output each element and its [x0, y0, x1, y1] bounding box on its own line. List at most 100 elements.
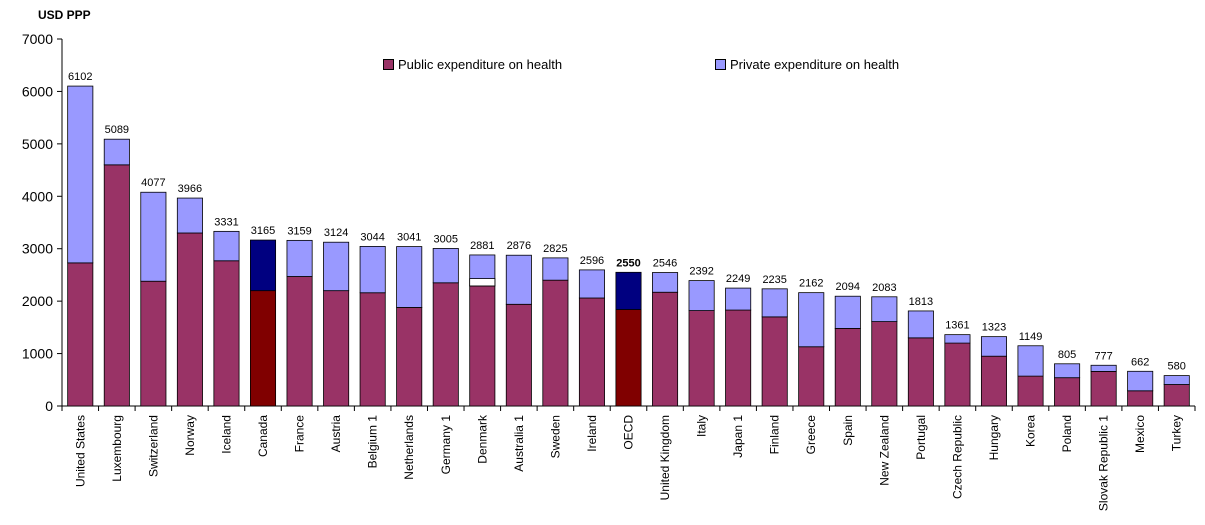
data-label-total: 5089: [105, 124, 129, 136]
bar-private-finland: [761, 288, 788, 318]
data-label-total: 3005: [434, 233, 458, 245]
bar-private-italy: [688, 280, 715, 311]
bar-private-sweden: [542, 257, 569, 281]
bar-private-japan-1: [725, 287, 752, 311]
x-tick-label: United States: [73, 415, 87, 487]
x-tick-label: Netherlands: [402, 415, 416, 480]
bar-private-norway: [176, 197, 203, 234]
bar-private-canada: [250, 239, 277, 292]
bar-other-denmark: [469, 278, 496, 287]
x-tick-label: Australia 1: [512, 415, 526, 472]
bar-private-germany-1: [432, 248, 459, 284]
bar-public-italy: [688, 310, 715, 407]
x-tick-label: Hungary: [987, 415, 1001, 460]
legend-public-swatch: [383, 59, 394, 70]
bar-public-iceland: [213, 260, 240, 407]
y-tick-label: 6000: [22, 83, 53, 99]
data-label-total: 2546: [653, 258, 677, 270]
data-label-total: 2235: [762, 274, 786, 286]
bar-private-turkey: [1163, 375, 1190, 385]
y-tick-label: 1000: [22, 346, 53, 362]
data-label-total: 3966: [178, 183, 202, 195]
bar-private-luxembourg: [103, 138, 130, 166]
x-tick-label: Denmark: [475, 414, 489, 464]
y-tick-label: 7000: [22, 31, 53, 47]
bar-private-hungary: [980, 336, 1007, 357]
data-label-total: 580: [1168, 361, 1186, 373]
bar-private-poland: [1054, 363, 1081, 379]
x-tick-label: Italy: [695, 415, 709, 437]
data-label-total: 1361: [945, 320, 969, 332]
x-tick-label: United Kingdom: [658, 415, 672, 500]
bar-public-ireland: [578, 297, 605, 407]
x-tick-label: Slovak Republic 1: [1097, 415, 1111, 511]
bar-public-germany-1: [432, 282, 459, 407]
bar-public-czech-republic: [944, 342, 971, 407]
bar-public-canada: [250, 290, 277, 407]
bar-private-belgium-1: [359, 246, 386, 294]
data-label-total: 2392: [689, 266, 713, 278]
bar-public-sweden: [542, 279, 569, 407]
x-tick-label: Spain: [841, 415, 855, 446]
x-tick-label: Finland: [768, 415, 782, 454]
bar-public-finland: [761, 316, 788, 407]
data-label-total: 2825: [543, 243, 567, 255]
bar-public-portugal: [907, 337, 934, 407]
bar-private-netherlands: [396, 246, 423, 308]
y-tick-label: 4000: [22, 188, 53, 204]
bar-public-hungary: [980, 355, 1007, 407]
data-label-total: 2881: [470, 240, 494, 252]
x-tick-label: Ireland: [585, 415, 599, 452]
data-label-total: 3165: [251, 225, 275, 237]
data-label-total: 3331: [214, 216, 238, 228]
bar-public-new-zealand: [871, 321, 898, 407]
bar-private-korea: [1017, 345, 1044, 377]
bar-public-belgium-1: [359, 292, 386, 407]
data-label-total: 3159: [287, 225, 311, 237]
y-tick-label: 0: [45, 398, 53, 414]
bar-private-greece: [798, 292, 825, 348]
bar-private-spain: [834, 295, 861, 329]
bar-public-poland: [1054, 377, 1081, 407]
x-tick-label: OECD: [622, 415, 636, 450]
y-axis-unit-label: USD PPP: [38, 8, 91, 22]
x-tick-label: Austria: [329, 415, 343, 453]
data-label-total: 2094: [836, 281, 860, 293]
bar-private-slovak-republic-1: [1090, 364, 1117, 372]
bar-public-france: [286, 276, 313, 407]
bar-public-spain: [834, 328, 861, 407]
x-tick-label: Germany 1: [439, 415, 453, 475]
legend-public-label: Public expenditure on health: [398, 57, 563, 72]
x-tick-label: New Zealand: [877, 415, 891, 486]
bar-private-austria: [323, 241, 350, 292]
data-label-total: 1323: [982, 322, 1006, 334]
bar-public-austria: [323, 290, 350, 407]
x-tick-label: Canada: [256, 415, 270, 457]
data-label-total: 4077: [141, 177, 165, 189]
bar-private-portugal: [907, 310, 934, 339]
bar-public-united-kingdom: [652, 291, 679, 407]
data-label-total: 2249: [726, 273, 750, 285]
bar-public-korea: [1017, 375, 1044, 407]
data-label-total: 2596: [580, 255, 604, 267]
data-label-total: 2550: [616, 257, 640, 269]
x-tick-label: Norway: [183, 415, 197, 456]
x-tick-label: Belgium 1: [366, 415, 380, 469]
x-tick-label: Iceland: [219, 415, 233, 454]
x-tick-label: Luxembourg: [110, 415, 124, 482]
data-label-total: 805: [1058, 349, 1076, 361]
data-label-total: 1813: [909, 296, 933, 308]
data-label-total: 3124: [324, 227, 348, 239]
data-label-total: 2162: [799, 278, 823, 290]
data-label-total: 2083: [872, 282, 896, 294]
bar-public-netherlands: [396, 307, 423, 407]
bar-public-norway: [176, 232, 203, 407]
x-tick-label: Japan 1: [731, 415, 745, 458]
bar-private-switzerland: [140, 191, 167, 282]
x-tick-label: Korea: [1024, 415, 1038, 447]
bar-public-luxembourg: [103, 164, 130, 407]
bar-public-united-states: [67, 262, 94, 407]
bar-private-united-states: [67, 85, 94, 264]
bar-public-slovak-republic-1: [1090, 370, 1117, 407]
